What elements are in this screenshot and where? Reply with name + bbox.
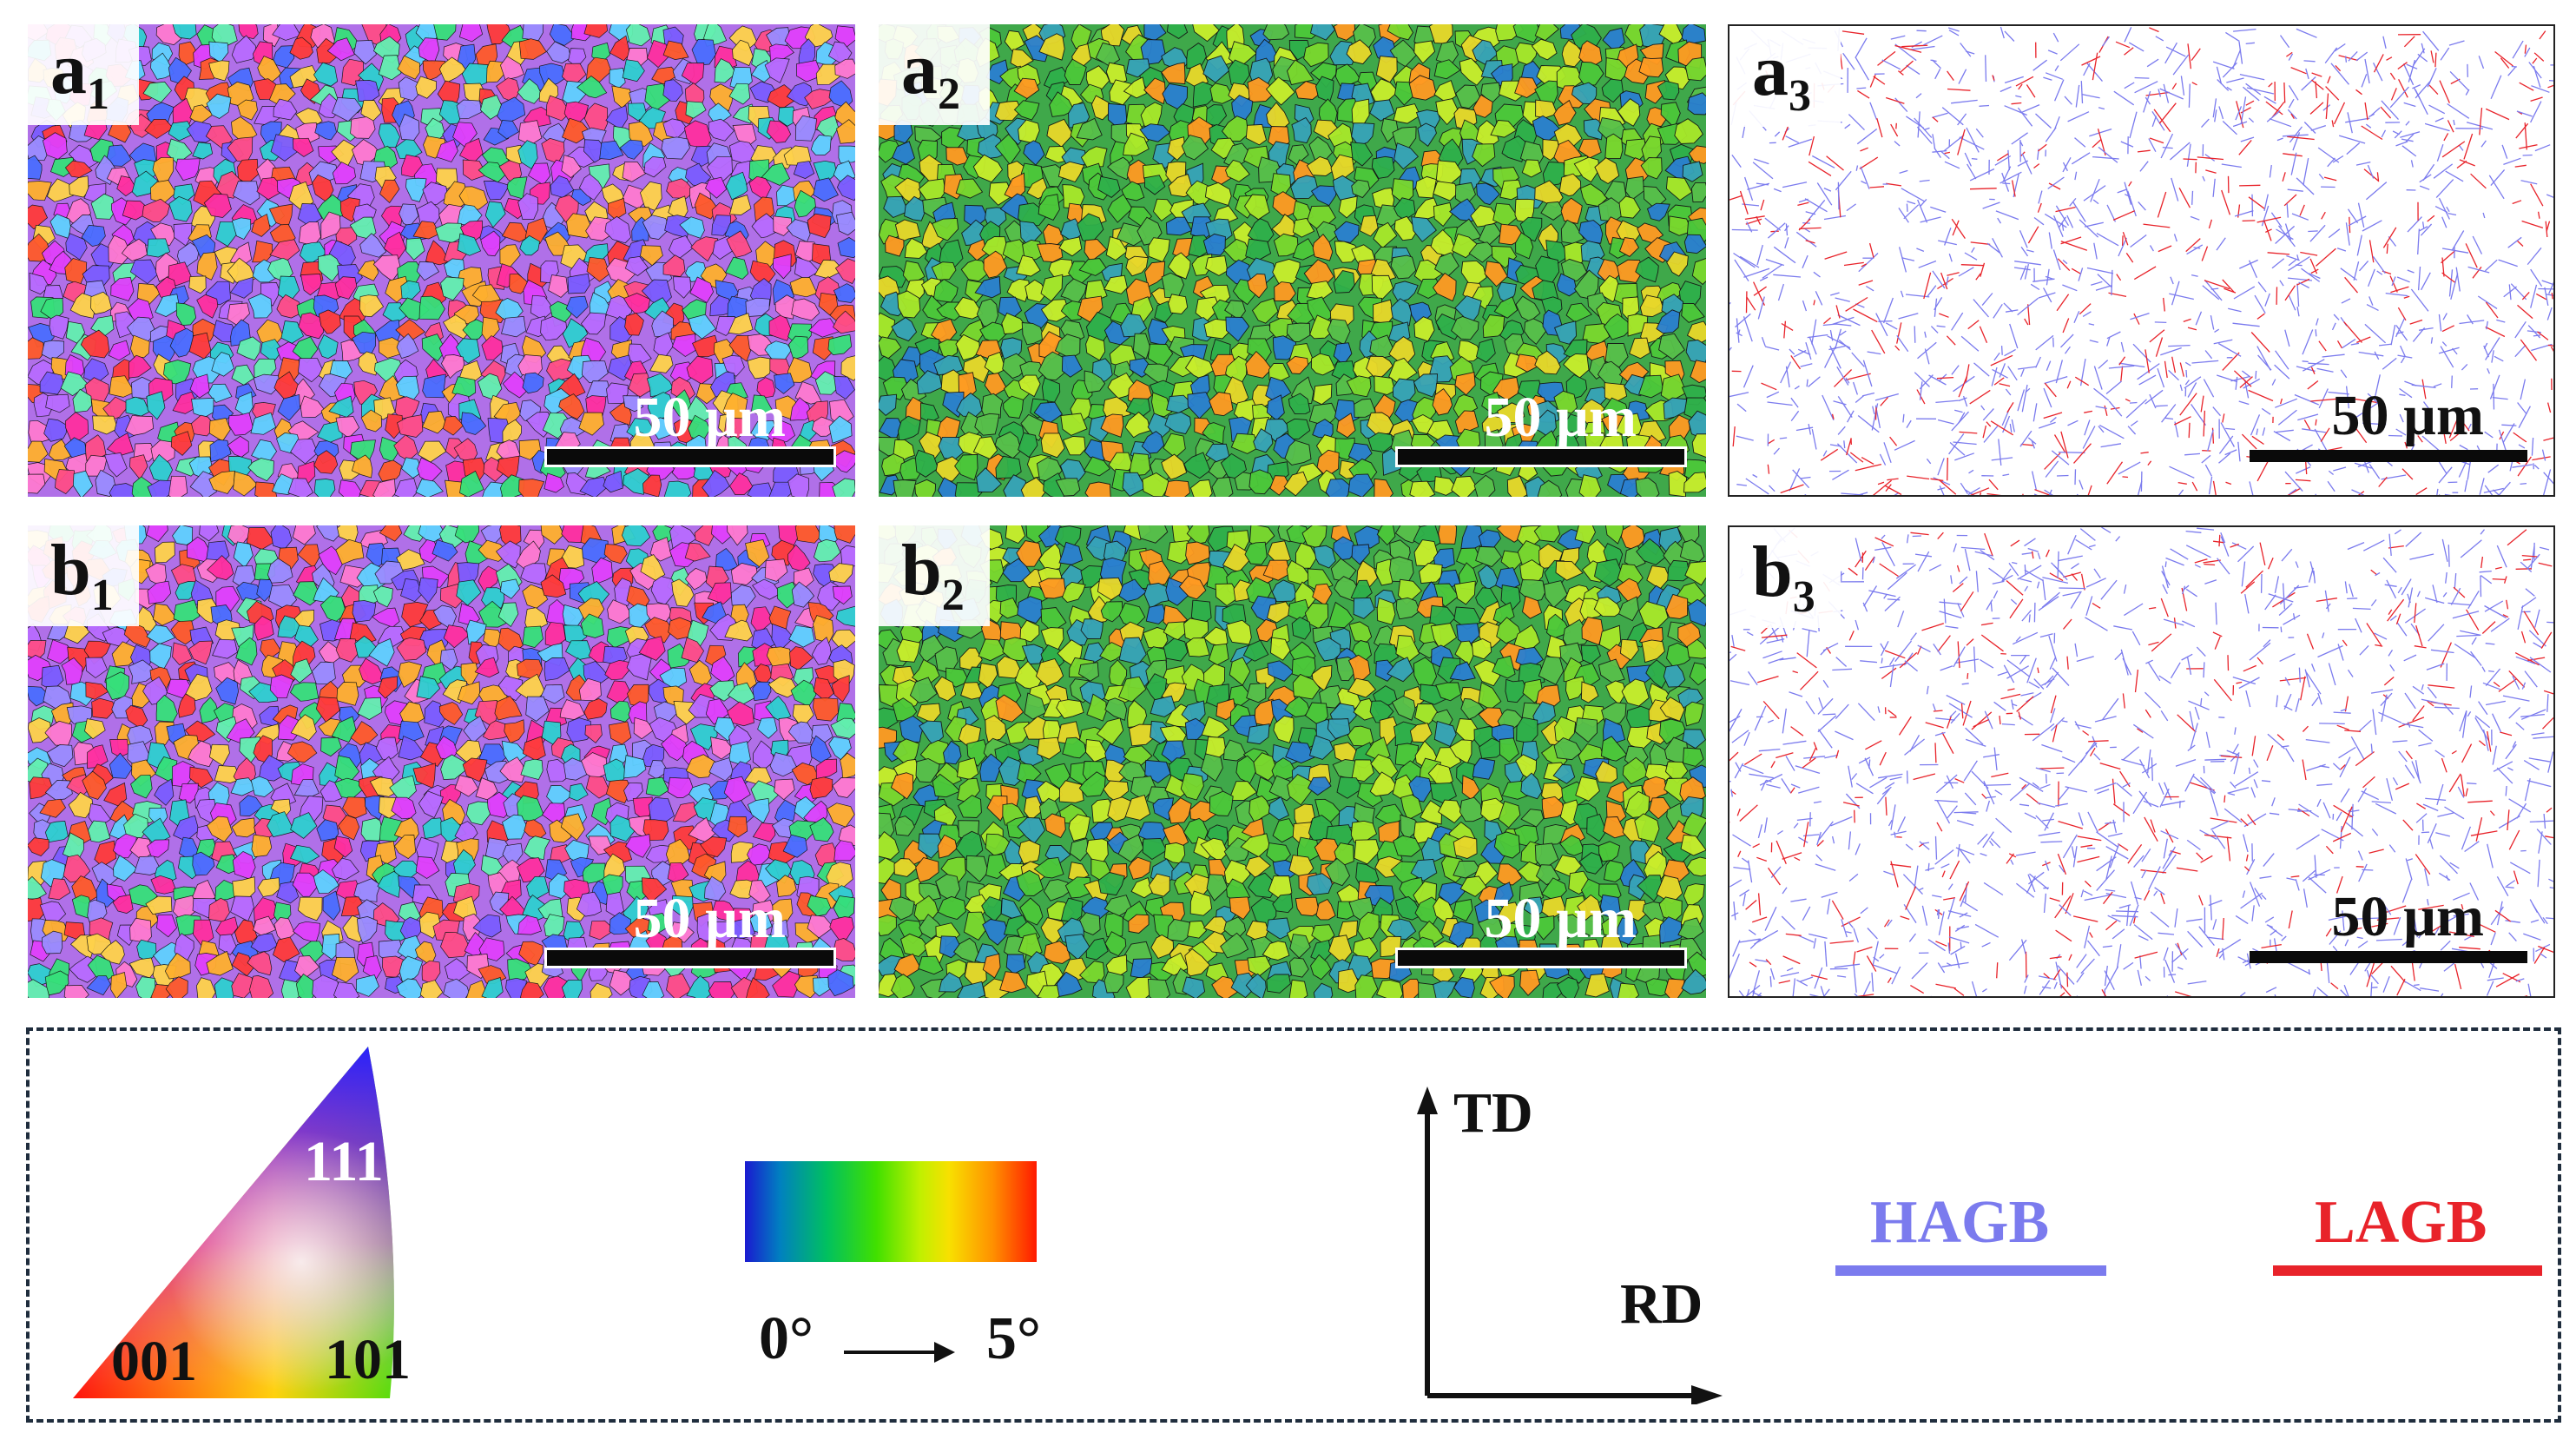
panel-b1-ipf-map: b1 50 µm: [28, 525, 855, 998]
scale-bar-label: 50 µm: [2331, 384, 2484, 447]
hagb-label: HAGB: [1870, 1189, 2050, 1256]
ipf-label-101: 101: [325, 1328, 411, 1391]
grain-boundary-map: [1729, 26, 2553, 495]
panel-a2-kam-map: a2 50 µm: [879, 24, 1706, 497]
scale-bar: [544, 948, 836, 968]
sample-axes-icon: [1417, 1086, 1723, 1404]
scale-bar-label: 50 µm: [633, 887, 786, 950]
panel-label: b1: [28, 525, 139, 626]
panel-label: a2: [879, 24, 990, 125]
legend-box: 111 001 101 0° 5° TD RD HAGB LAGB: [26, 1027, 2561, 1423]
panel-a1-ipf-map: a1 50 µm: [28, 24, 855, 497]
ipf-triangle: [73, 1047, 394, 1398]
scale-bar: [2250, 951, 2527, 963]
lagb-label: LAGB: [2315, 1189, 2487, 1256]
panel-b3-grain-boundary-map: b3 50 µm: [1728, 525, 2555, 998]
kam-max-label: 5°: [986, 1305, 1041, 1372]
scale-bar: [2250, 450, 2527, 462]
scale-bar-label: 50 µm: [633, 386, 786, 449]
panel-a3-grain-boundary-map: a3 50 µm: [1728, 24, 2555, 497]
panel-label: a1: [28, 24, 139, 125]
scale-bar-label: 50 µm: [2331, 885, 2484, 948]
kam-map: [879, 525, 1706, 998]
scale-bar: [1395, 446, 1687, 467]
axis-label-rd: RD: [1620, 1272, 1703, 1336]
panel-b2-kam-map: b2 50 µm: [879, 525, 1706, 998]
kam-min-label: 0°: [759, 1305, 814, 1372]
scale-bar-label: 50 µm: [1484, 386, 1637, 449]
lagb-line-swatch: [2273, 1265, 2542, 1276]
kam-color-bar: [745, 1161, 1037, 1262]
ipf-label-111: 111: [304, 1130, 384, 1193]
hagb-line-swatch: [1835, 1265, 2106, 1276]
panel-label: b3: [1729, 527, 1841, 628]
arrow-right-icon: [844, 1342, 955, 1363]
scale-bar: [544, 446, 836, 467]
panel-label: b2: [879, 525, 990, 626]
ipf-label-001: 001: [111, 1330, 197, 1393]
scale-bar: [1395, 948, 1687, 968]
grain-boundary-map: [1729, 527, 2553, 996]
axis-label-td: TD: [1453, 1081, 1533, 1145]
kam-map: [879, 24, 1706, 497]
ipf-orientation-map: [28, 24, 855, 497]
scale-bar-label: 50 µm: [1484, 887, 1637, 950]
panel-label: a3: [1729, 26, 1841, 127]
ipf-orientation-map: [28, 525, 855, 998]
ipf-color-key: 111 001 101: [64, 1038, 446, 1411]
